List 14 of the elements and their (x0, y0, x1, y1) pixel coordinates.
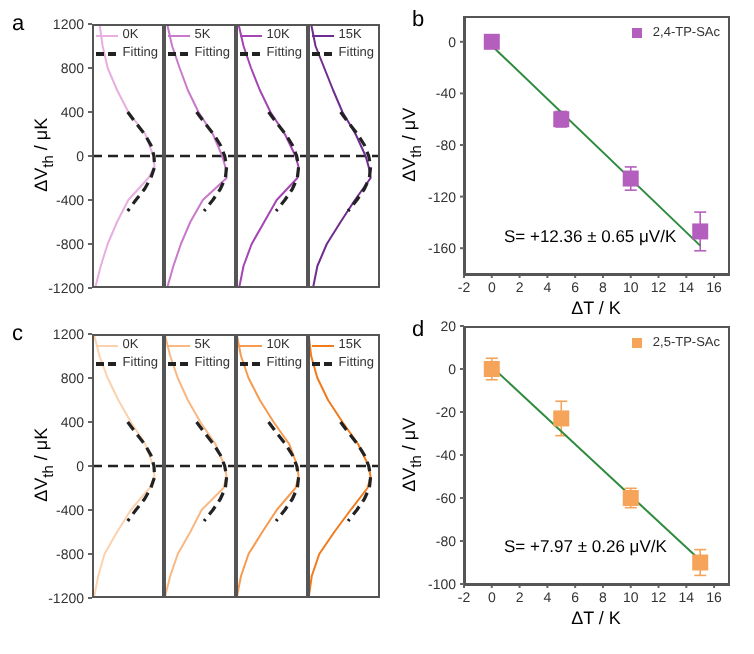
chart-title: c (12, 322, 23, 346)
point (483, 33, 500, 50)
point (692, 554, 709, 571)
point (692, 223, 709, 240)
point (483, 361, 500, 377)
x-axis-title: ΔT / K (569, 608, 623, 628)
chart-title: a (12, 12, 25, 36)
point (622, 170, 639, 187)
chart-title: b (412, 8, 425, 32)
chart-title: d (412, 318, 425, 342)
point (553, 410, 570, 427)
x-axis-title: ΔT / K (569, 298, 623, 318)
annotation: S= +7.97 ± 0.26 μV/K (504, 536, 667, 556)
annotation: S= +12.36 ± 0.65 μV/K (504, 226, 677, 246)
